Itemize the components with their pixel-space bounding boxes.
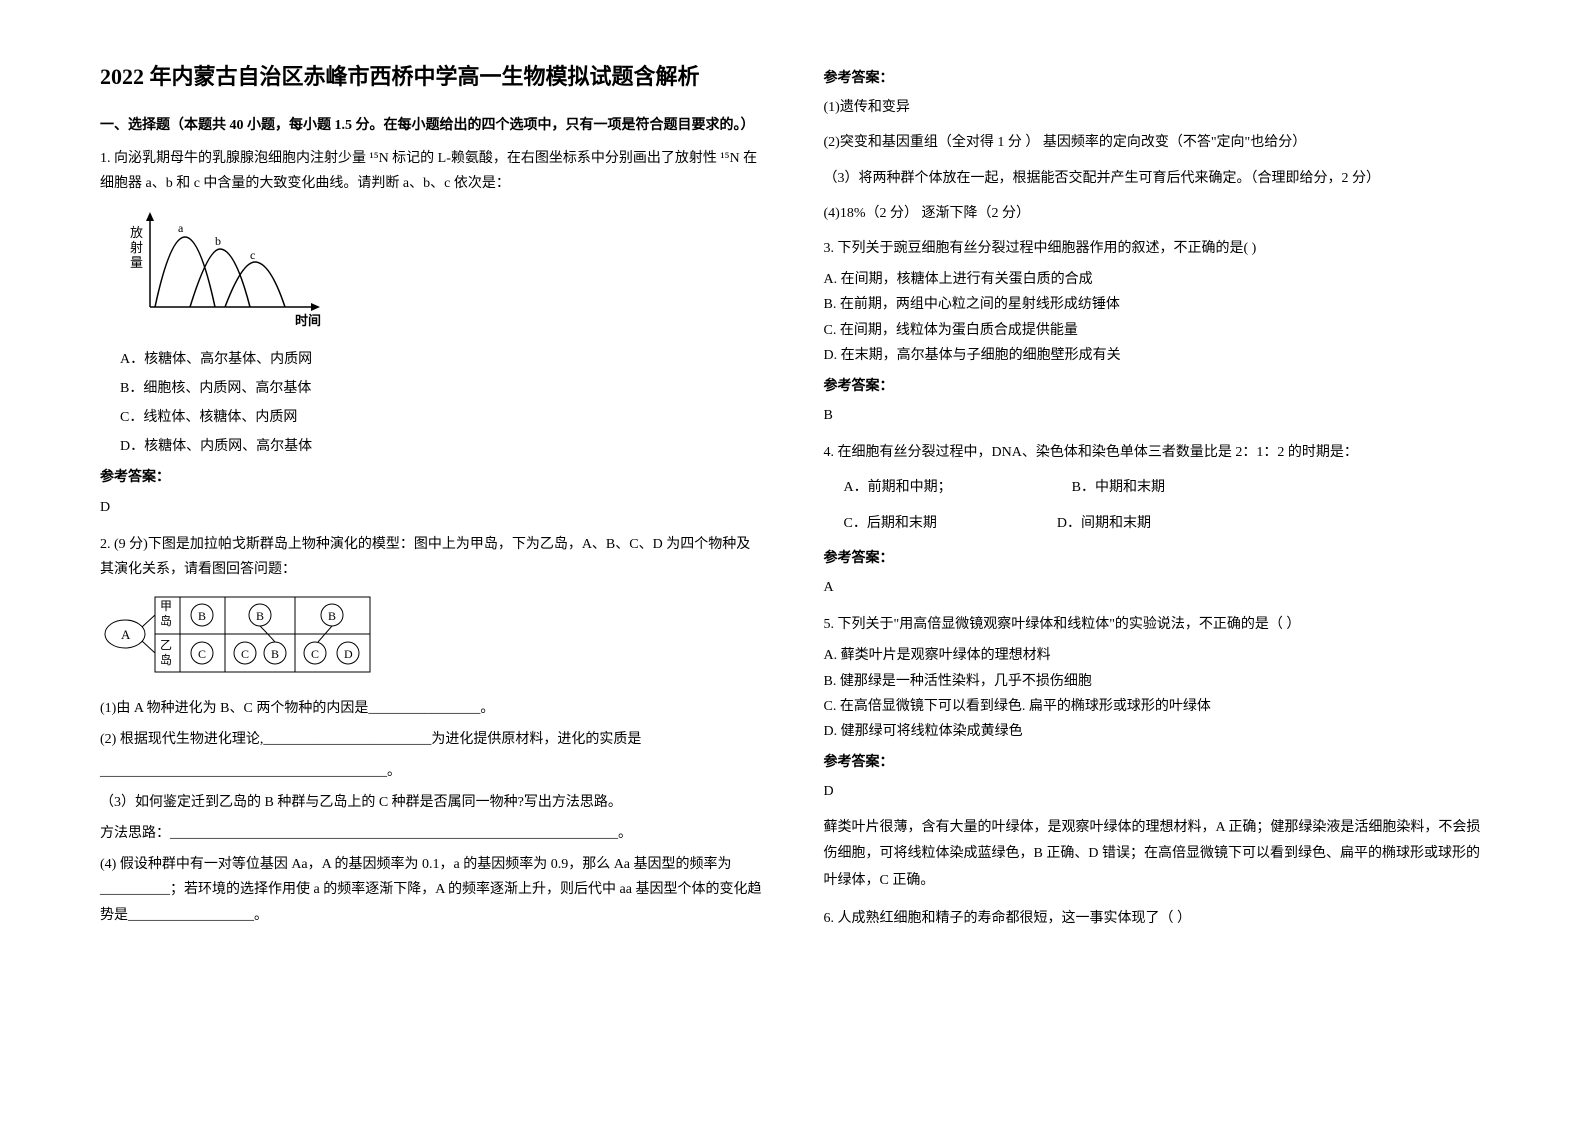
q2-sub2: (2) 根据现代生物进化理论,________________________为… (100, 727, 764, 752)
node-c1-label: C (198, 647, 206, 661)
q4-option-b: B．中期和末期 (1072, 475, 1165, 500)
q2-text: 2. (9 分)下图是加拉帕戈斯群岛上物种演化的模型：图中上为甲岛，下为乙岛，A… (100, 532, 764, 582)
q4-option-d: D．间期和末期 (1057, 511, 1151, 536)
node-d-label: D (344, 647, 353, 661)
x-axis-arrow (311, 303, 320, 311)
yi-label-2: 岛 (160, 652, 172, 667)
curve-c (225, 262, 285, 307)
y-axis-label-2: 射 (130, 240, 143, 255)
y-axis-label: 放 (130, 225, 143, 240)
q2-answer-1: (1)遗传和变异 (824, 95, 1488, 120)
q4-answer-label: 参考答案： (824, 546, 1488, 571)
curve-b-label: b (215, 234, 221, 248)
exam-title: 2022 年内蒙古自治区赤峰市西桥中学高一生物模拟试题含解析 (100, 60, 764, 93)
q2-sub3-method: 方法思路：___________________________________… (100, 821, 764, 846)
y-axis-arrow (146, 212, 154, 221)
q4-option-c: C．后期和末期 (844, 511, 937, 536)
y-axis-label-3: 量 (130, 255, 143, 270)
q2-sub1: (1)由 A 物种进化为 B、C 两个物种的内因是_______________… (100, 696, 764, 721)
question-2: 2. (9 分)下图是加拉帕戈斯群岛上物种演化的模型：图中上为甲岛，下为乙岛，A… (100, 532, 764, 928)
q2-answer-4: (4)18%（2 分） 逐渐下降（2 分） (824, 201, 1488, 226)
jia-label: 甲 (160, 599, 172, 613)
q1-answer-label: 参考答案： (100, 465, 764, 490)
curve-a (155, 237, 215, 307)
q4-option-a: A．前期和中期； (844, 475, 952, 500)
q3-option-a: A. 在间期，核糖体上进行有关蛋白质的合成 (824, 267, 1488, 292)
x-axis-label: 时间 (295, 313, 321, 328)
species-evolution-diagram: A 甲 岛 乙 岛 B B B C C (100, 592, 380, 677)
node-a-label: A (121, 627, 131, 642)
node-b2-label: B (256, 609, 264, 623)
q5-explanation: 藓类叶片很薄，含有大量的叶绿体，是观察叶绿体的理想材料，A 正确；健那绿染液是活… (824, 815, 1488, 895)
q1-option-c: C．线粒体、核糖体、内质网 (120, 405, 764, 430)
q3-answer-label: 参考答案： (824, 374, 1488, 399)
edge-a-bottom (142, 641, 155, 653)
jia-label-2: 岛 (160, 613, 172, 628)
q2-sub4: (4) 假设种群中有一对等位基因 Aa，A 的基因频率为 0.1，a 的基因频率… (100, 852, 764, 928)
node-c3-label: C (311, 647, 319, 661)
q5-option-a: A. 藓类叶片是观察叶绿体的理想材料 (824, 643, 1488, 668)
node-b3-label: B (271, 647, 279, 661)
curve-a-label: a (178, 221, 184, 235)
q2-sub2-cont: ________________________________________… (100, 759, 764, 784)
q5-option-b: B. 健那绿是一种活性染料，几乎不损伤细胞 (824, 669, 1488, 694)
q5-text: 5. 下列关于"用高倍显微镜观察叶绿体和线粒体"的实验说法，不正确的是（ ） (824, 612, 1488, 637)
q2-answer-3: （3）将两种群个体放在一起，根据能否交配并产生可育后代来确定。（合理即给分，2 … (824, 166, 1488, 191)
node-b1-label: B (198, 609, 206, 623)
q4-answer: A (824, 575, 1488, 600)
q5-option-d: D. 健那绿可将线粒体染成黄绿色 (824, 719, 1488, 744)
question-3: 3. 下列关于豌豆细胞有丝分裂过程中细胞器作用的叙述，不正确的是( ) A. 在… (824, 236, 1488, 428)
radioactivity-chart: 放 射 量 时间 a b (120, 207, 340, 337)
q2-answer-label: 参考答案： (824, 66, 1488, 91)
q5-option-c: C. 在高倍显微镜下可以看到绿色. 扁平的椭球形或球形的叶绿体 (824, 694, 1488, 719)
q5-answer-label: 参考答案： (824, 750, 1488, 775)
q1-text: 1. 向泌乳期母牛的乳腺腺泡细胞内注射少量 ¹⁵N 标记的 L-赖氨酸，在右图坐… (100, 146, 764, 196)
curve-c-label: c (250, 248, 255, 262)
q1-option-a: A．核糖体、高尔基体、内质网 (120, 347, 764, 372)
q3-text: 3. 下列关于豌豆细胞有丝分裂过程中细胞器作用的叙述，不正确的是( ) (824, 236, 1488, 261)
question-4: 4. 在细胞有丝分裂过程中，DNA、染色体和染色单体三者数量比是 2：1：2 的… (824, 440, 1488, 600)
section-heading: 一、选择题（本题共 40 小题，每小题 1.5 分。在每小题给出的四个选项中，只… (100, 113, 764, 138)
yi-label: 乙 (160, 638, 172, 652)
edge-a-top (142, 615, 155, 627)
node-b4-label: B (328, 609, 336, 623)
question-1: 1. 向泌乳期母牛的乳腺腺泡细胞内注射少量 ¹⁵N 标记的 L-赖氨酸，在右图坐… (100, 146, 764, 520)
q1-answer: D (100, 495, 764, 520)
q6-text: 6. 人成熟红细胞和精子的寿命都很短，这一事实体现了（ ） (824, 906, 1488, 931)
q5-answer: D (824, 779, 1488, 804)
q3-option-d: D. 在末期，高尔基体与子细胞的细胞壁形成有关 (824, 343, 1488, 368)
q2-diagram: A 甲 岛 乙 岛 B B B C C (100, 592, 764, 686)
q3-option-c: C. 在间期，线粒体为蛋白质合成提供能量 (824, 318, 1488, 343)
q1-chart: 放 射 量 时间 a b (120, 207, 764, 337)
q4-text: 4. 在细胞有丝分裂过程中，DNA、染色体和染色单体三者数量比是 2：1：2 的… (824, 440, 1488, 465)
question-6: 6. 人成熟红细胞和精子的寿命都很短，这一事实体现了（ ） (824, 906, 1488, 931)
question-5: 5. 下列关于"用高倍显微镜观察叶绿体和线粒体"的实验说法，不正确的是（ ） A… (824, 612, 1488, 894)
q1-option-d: D．核糖体、内质网、高尔基体 (120, 434, 764, 459)
q3-option-b: B. 在前期，两组中心粒之间的星射线形成纺锤体 (824, 292, 1488, 317)
q1-option-b: B．细胞核、内质网、高尔基体 (120, 376, 764, 401)
q2-answer-2: (2)突变和基因重组（全对得 1 分 ） 基因频率的定向改变（不答"定向"也给分… (824, 130, 1488, 155)
curve-b (190, 249, 250, 307)
node-c2-label: C (241, 647, 249, 661)
q2-sub3: （3）如何鉴定迁到乙岛的 B 种群与乙岛上的 C 种群是否属同一物种?写出方法思… (100, 790, 764, 815)
q3-answer: B (824, 403, 1488, 428)
